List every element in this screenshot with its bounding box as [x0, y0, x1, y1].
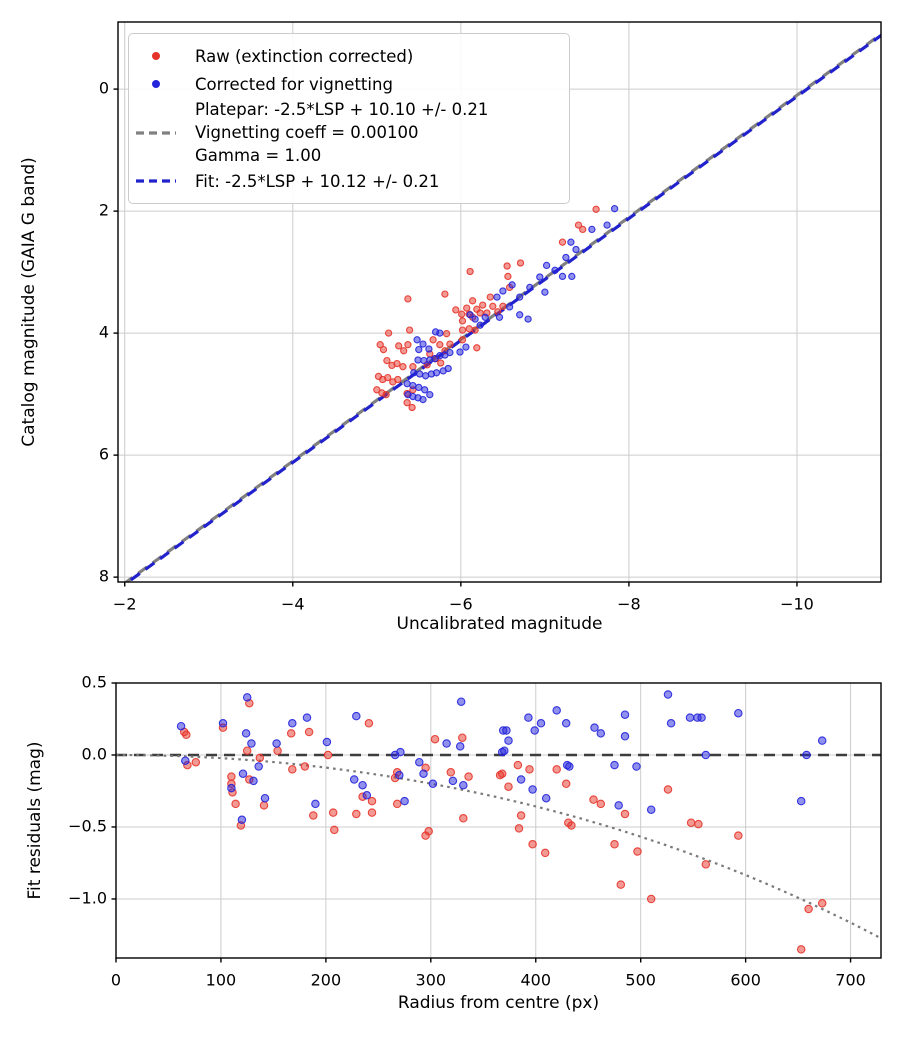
legend-corrected-label: Corrected for vignetting — [195, 74, 393, 94]
corrected-marker-icon — [133, 80, 179, 88]
x-axis-label-1: Radius from centre (px) — [398, 993, 599, 1013]
svg-text:−8: −8 — [617, 595, 641, 614]
svg-text:0: 0 — [99, 79, 109, 98]
raw-scatter — [373, 205, 600, 412]
svg-text:200: 200 — [311, 971, 342, 990]
legend-entry-fit: Fit: -2.5*LSP + 10.12 +/- 0.21 — [133, 167, 561, 195]
svg-text:−2: −2 — [113, 595, 137, 614]
blue-dashed-line-icon — [136, 179, 176, 183]
svg-text:−0.5: −0.5 — [68, 816, 107, 835]
svg-text:300: 300 — [416, 971, 447, 990]
platepar-line3: Gamma = 1.00 — [195, 146, 322, 165]
svg-text:−10: −10 — [780, 595, 814, 614]
tick-labels-1: 0 100 200 300 400 500 600 700 0.5 0.0 −0.5 −1.0 — [68, 673, 866, 990]
svg-text:−6: −6 — [449, 595, 473, 614]
legend-platepar-label: Platepar: -2.5*LSP + 10.10 +/- 0.21 Vign… — [195, 98, 488, 167]
platepar-line1: Platepar: -2.5*LSP + 10.10 +/- 0.21 — [195, 100, 489, 119]
ticks-0 — [113, 88, 798, 587]
fit-marker-icon — [133, 177, 179, 185]
tick-labels-0: −2 −4 −6 −8 −10 0 2 4 6 8 — [99, 79, 814, 614]
spines-1 — [115, 682, 882, 959]
y-axis-label-0: Catalog magnitude (GAIA G band) — [19, 157, 39, 447]
y-axis-label-1: Fit residuals (mag) — [25, 742, 45, 900]
ticks-1 — [111, 682, 852, 963]
svg-text:2: 2 — [99, 201, 109, 220]
svg-text:400: 400 — [520, 971, 551, 990]
legend-entry-corrected: Corrected for vignetting — [133, 70, 561, 98]
platepar-marker-icon — [133, 129, 179, 137]
svg-text:4: 4 — [99, 323, 109, 342]
svg-text:0.0: 0.0 — [82, 744, 107, 763]
red-dot-icon — [152, 52, 160, 60]
raw-residuals — [179, 698, 827, 954]
svg-text:100: 100 — [206, 971, 237, 990]
gray-dashed-line-icon — [136, 130, 176, 135]
legend-fit-label: Fit: -2.5*LSP + 10.12 +/- 0.21 — [195, 171, 440, 191]
blue-dot-icon — [152, 80, 160, 88]
svg-text:6: 6 — [99, 445, 109, 464]
svg-text:700: 700 — [835, 971, 866, 990]
svg-text:−1.0: −1.0 — [68, 888, 107, 907]
subplot-1: 0 100 200 300 400 500 600 700 0.5 0.0 −0.5 −1.0 Radi… — [25, 673, 882, 1013]
spines-0 — [117, 21, 882, 583]
corrected-residuals — [176, 690, 827, 825]
svg-text:500: 500 — [625, 971, 656, 990]
legend-raw-label: Raw (extinction corrected) — [195, 46, 414, 66]
vignetting-curve — [116, 753, 881, 940]
svg-text:8: 8 — [99, 567, 109, 586]
grid-1 — [115, 682, 881, 958]
legend-entry-raw: Raw (extinction corrected) — [133, 42, 561, 70]
svg-text:0.5: 0.5 — [82, 673, 107, 692]
legend-entry-platepar: Platepar: -2.5*LSP + 10.10 +/- 0.21 Vign… — [133, 98, 561, 167]
svg-text:600: 600 — [730, 971, 761, 990]
platepar-line2: Vignetting coeff = 0.00100 — [195, 123, 419, 142]
x-axis-label-0: Uncalibrated magnitude — [397, 614, 603, 634]
svg-text:0: 0 — [111, 971, 121, 990]
legend: Raw (extinction corrected) Corrected for… — [128, 33, 570, 204]
raw-marker-icon — [133, 52, 179, 60]
corrected-scatter — [403, 205, 619, 404]
svg-text:−4: −4 — [281, 595, 305, 614]
